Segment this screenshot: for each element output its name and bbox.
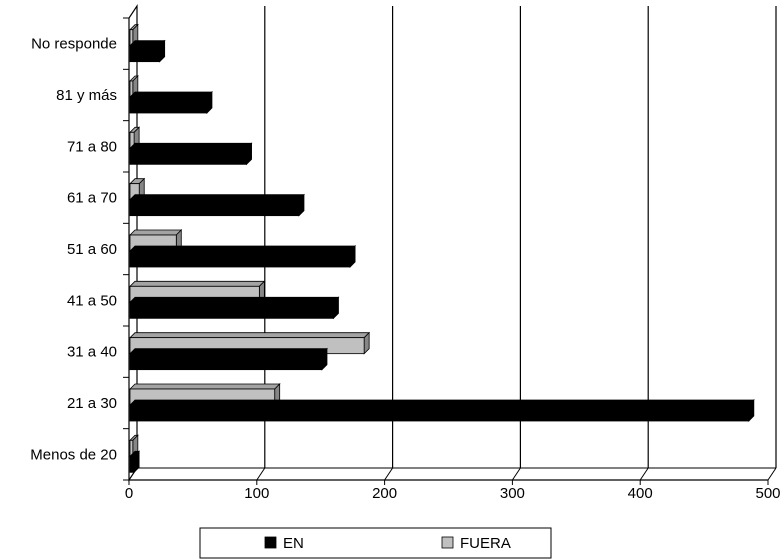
x-tick-label: 100	[244, 485, 269, 502]
category-label-51-a-60: 51 a 60	[67, 241, 117, 258]
x-tick-label: 500	[755, 485, 780, 502]
x-tick-label: 0	[125, 485, 133, 502]
floor-line	[384, 467, 394, 481]
category-label-menos-de-20: Menos de 20	[30, 446, 117, 463]
bar-en-41-a-50	[129, 296, 340, 320]
x-tick-label: 400	[628, 485, 653, 502]
category-label-71-a-80: 71 a 80	[67, 138, 117, 155]
category-label-21-a-30: 21 a 30	[67, 395, 117, 412]
x-tick-label: 300	[500, 485, 525, 502]
bar-en-21-a-30	[129, 399, 755, 422]
bar-en-menos-de-20	[129, 450, 141, 474]
category-label-81-y-mas: 81 y más	[56, 87, 117, 104]
category-label-61-a-70: 61 a 70	[67, 190, 117, 207]
floor-line	[256, 467, 266, 481]
floor-line	[511, 467, 521, 481]
floor-line	[639, 467, 649, 481]
bar-en-81-y-mas	[129, 91, 213, 114]
legend-swatch-fuera	[441, 536, 454, 549]
category-labels: Menos de 20 21 a 30 31 a 40 41 a 50 51 a 60 6…	[30, 36, 117, 464]
bars	[129, 23, 755, 474]
floor-line	[767, 467, 777, 481]
bar-en-no-responde	[129, 39, 166, 63]
legend-swatch-en	[264, 536, 277, 549]
x-tick-label: 200	[372, 485, 397, 502]
bar-en-61-a-70	[129, 193, 305, 217]
legend-box	[199, 527, 552, 559]
x-tick-labels: 0 100 200 300 400 500	[125, 485, 781, 502]
legend-label-en: EN	[283, 535, 304, 552]
bar-en-71-a-80	[129, 142, 253, 166]
category-label-41-a-50: 41 a 50	[67, 292, 117, 309]
legend: EN FUERA	[199, 527, 552, 559]
category-label-31-a-40: 31 a 40	[67, 344, 117, 361]
bar-en-31-a-40	[129, 347, 328, 371]
grid-lines	[256, 6, 777, 481]
legend-label-fuera: FUERA	[460, 535, 511, 552]
category-label-no-responde: No responde	[31, 36, 117, 53]
bar-en-51-a-60	[129, 245, 357, 268]
